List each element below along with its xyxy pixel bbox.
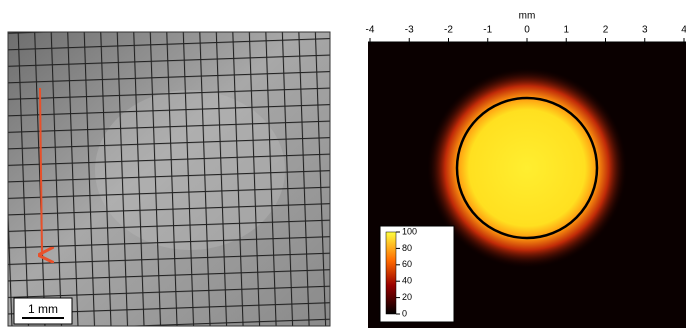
x-tick-label: -1: [483, 25, 492, 36]
x-tick-label: 4: [681, 25, 686, 36]
x-axis-label: mm: [519, 11, 536, 22]
scale-bar-label: 1 mm: [28, 302, 58, 316]
colorbar-tick-label: 0: [402, 308, 407, 318]
x-tick-label: 1: [563, 25, 569, 36]
colorbar: [386, 232, 396, 314]
x-tick-label: 3: [642, 25, 648, 36]
colorbar-tick-label: 80: [402, 243, 412, 253]
figure: 1 mm mm -4-3-2-101234020406080100: [0, 0, 686, 328]
colorbar-tick-label: 20: [402, 292, 412, 302]
grid: [8, 32, 330, 326]
x-tick-label: -2: [444, 25, 453, 36]
page: 1 mm mm -4-3-2-101234020406080100 (() =>…: [0, 0, 686, 328]
colorbar-tick-label: 40: [402, 276, 412, 286]
colorbar-tick-label: 60: [402, 259, 412, 269]
microscope-image: 1 mm: [8, 32, 330, 326]
heatmap-panel: mm: [368, 11, 686, 328]
colorbar-tick-label: 100: [402, 226, 417, 236]
x-tick-label: -3: [405, 25, 414, 36]
x-tick-label: -4: [366, 25, 375, 36]
x-tick-label: 0: [524, 25, 530, 36]
x-tick-label: 2: [603, 25, 609, 36]
